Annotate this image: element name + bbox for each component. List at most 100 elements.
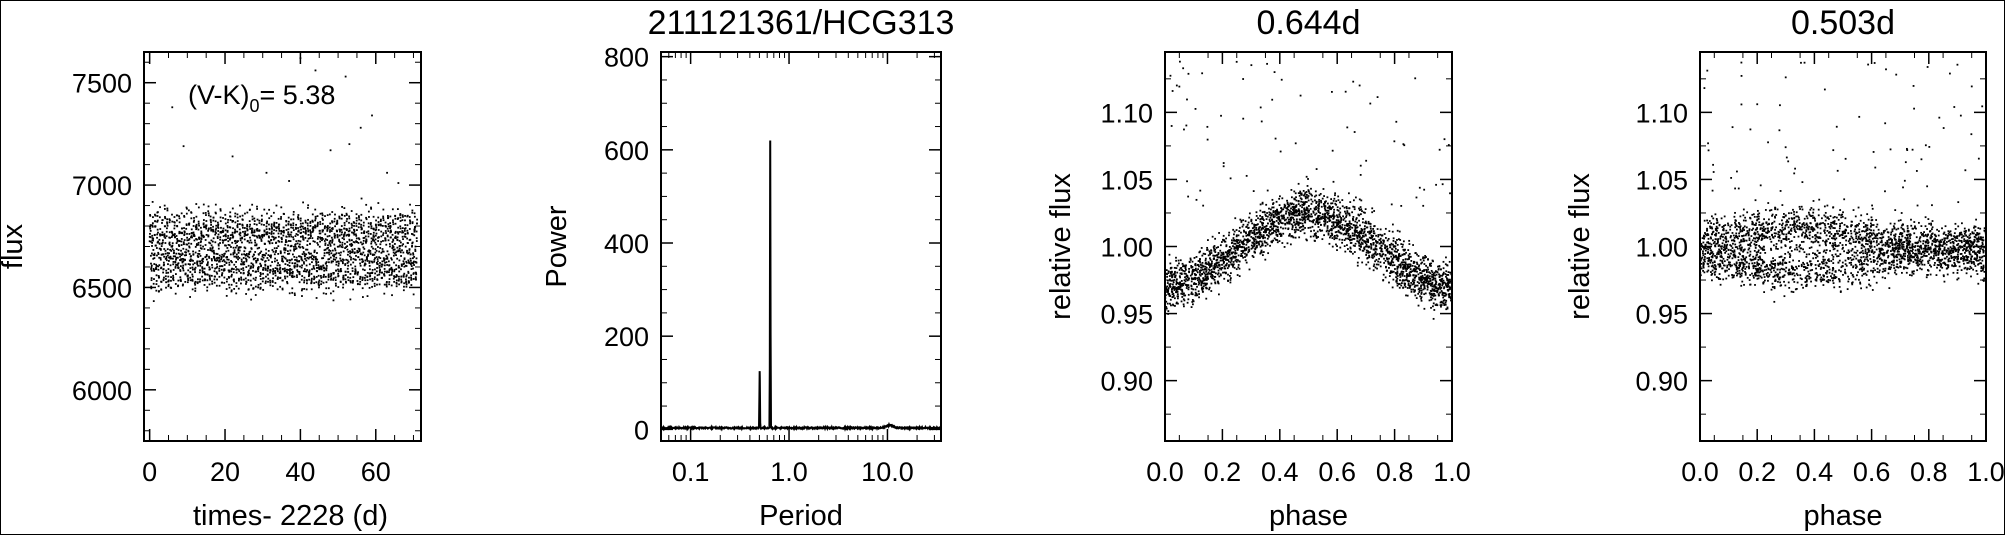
data-point [1394, 268, 1396, 270]
data-point [325, 268, 327, 270]
data-point [1277, 221, 1280, 224]
data-point [235, 282, 238, 284]
data-point [394, 222, 397, 225]
data-point [153, 263, 156, 265]
data-point [1310, 193, 1313, 196]
data-point [346, 241, 349, 243]
data-point [172, 257, 174, 260]
data-point [1274, 230, 1276, 233]
data-point [234, 212, 237, 215]
data-point [234, 242, 237, 245]
data-point [391, 268, 394, 271]
data-point [409, 219, 411, 222]
data-point [1340, 219, 1342, 222]
x-tick-label: 0.1 [672, 457, 710, 487]
data-point [1448, 294, 1451, 297]
data-point [301, 259, 304, 262]
data-point [1331, 237, 1334, 239]
x-tick-label: 0.0 [1146, 457, 1184, 487]
data-point [351, 250, 354, 253]
data-point [182, 145, 185, 148]
data-point [274, 274, 277, 277]
data-point [318, 284, 321, 287]
data-point [399, 220, 402, 222]
data-point [1220, 268, 1223, 271]
data-point [158, 264, 161, 267]
data-point [1420, 297, 1423, 300]
data-point [234, 266, 237, 268]
data-point [160, 245, 163, 248]
data-point [288, 264, 291, 267]
data-point [1310, 198, 1313, 201]
data-point [293, 292, 296, 295]
x-tick-label: 0.8 [1376, 457, 1414, 487]
data-point [239, 271, 242, 274]
data-point [1292, 203, 1295, 206]
data-point [274, 272, 277, 274]
data-point [1327, 217, 1329, 220]
data-point [1409, 268, 1412, 271]
data-point [213, 256, 215, 258]
data-point [1370, 229, 1373, 232]
data-point [1335, 200, 1338, 203]
data-point [220, 258, 223, 261]
data-point [396, 239, 399, 242]
data-point [200, 234, 203, 237]
data-point [388, 283, 391, 286]
data-point [1308, 215, 1311, 218]
data-point [300, 225, 303, 228]
data-point [303, 288, 306, 290]
data-point [1409, 270, 1412, 273]
data-point [1259, 245, 1262, 248]
data-point [1413, 270, 1416, 273]
data-point [1349, 226, 1352, 228]
data-point [1201, 286, 1204, 289]
data-point [243, 250, 246, 253]
data-point [284, 249, 287, 252]
x-axis-label: phase [1269, 500, 1348, 532]
data-point [399, 227, 402, 230]
data-point [318, 286, 320, 289]
data-point [1329, 206, 1332, 209]
data-point [365, 218, 368, 221]
data-point [215, 212, 217, 215]
data-point [1408, 272, 1411, 275]
data-point [381, 263, 384, 266]
data-point [1210, 271, 1213, 273]
data-point [403, 257, 406, 260]
data-point [210, 274, 213, 277]
data-point [220, 268, 223, 271]
data-point [1300, 193, 1303, 196]
data-point [249, 223, 251, 226]
data-point [329, 149, 332, 152]
data-point [1431, 278, 1434, 281]
data-point [1213, 278, 1216, 281]
data-point [408, 216, 411, 218]
data-point [1396, 272, 1399, 274]
data-point [322, 264, 325, 267]
data-point [1183, 279, 1186, 282]
data-point [274, 267, 277, 270]
data-point [210, 244, 213, 247]
data-point [364, 274, 367, 277]
data-point [1337, 209, 1340, 212]
data-point [1205, 269, 1208, 271]
data-point [172, 263, 175, 266]
data-point [311, 220, 314, 223]
data-point [1439, 285, 1441, 287]
data-point [322, 219, 324, 221]
data-point [278, 268, 281, 271]
data-point [404, 224, 407, 226]
data-point [349, 252, 352, 255]
data-point [279, 285, 282, 288]
data-point [1333, 235, 1336, 238]
data-point [159, 258, 162, 261]
data-point [385, 257, 388, 260]
data-point [167, 283, 170, 286]
data-point [367, 225, 370, 228]
data-point [384, 239, 387, 242]
data-point [351, 281, 354, 284]
data-point [216, 265, 219, 268]
data-point [206, 263, 209, 265]
data-point [150, 266, 153, 269]
